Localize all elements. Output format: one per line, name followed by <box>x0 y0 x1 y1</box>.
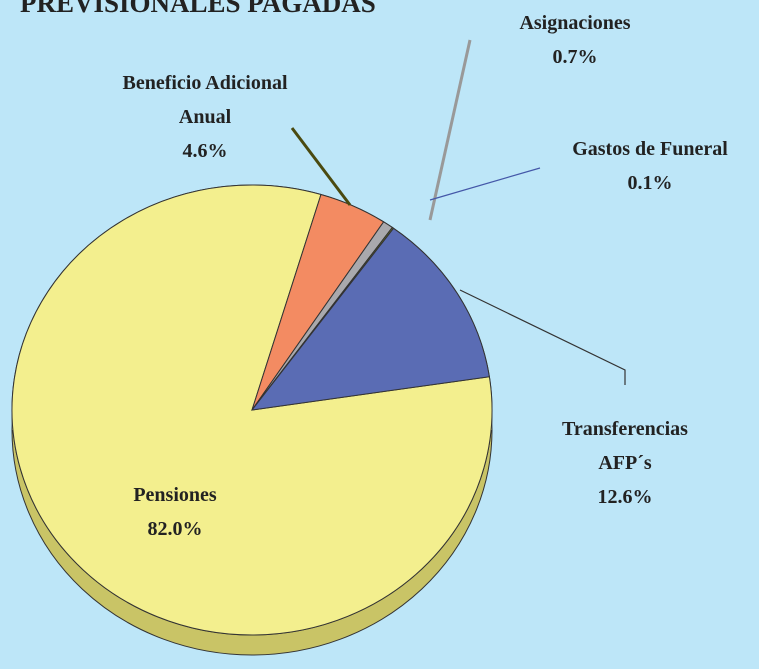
leader-line <box>459 289 626 385</box>
slice-label: Transferencias AFP´s 12.6% <box>562 412 759 514</box>
slice-value: 4.6% <box>182 140 228 162</box>
slice-name: Transferencias AFP´s <box>562 418 688 474</box>
chart-title: PREVISIONALES PAGADAS <box>20 0 376 18</box>
slice-value: 82.0% <box>147 518 203 540</box>
slice-name: Beneficio Adicional Anual <box>122 72 288 128</box>
leader-line <box>428 39 472 221</box>
slice-value: 0.1% <box>627 172 673 194</box>
slice-name: Gastos de Funeral <box>572 138 728 160</box>
leader-line <box>429 167 541 201</box>
slice-label: Beneficio Adicional Anual 4.6% <box>123 66 375 168</box>
pie-slice <box>250 227 490 411</box>
leader-line <box>290 127 352 206</box>
slice-label: Pensiones 82.0% <box>133 478 415 546</box>
slice-name: Asignaciones <box>519 12 631 34</box>
slice-label: Asignaciones 0.7% <box>519 6 759 74</box>
slice-name: Pensiones <box>133 484 217 506</box>
slice-value: 12.6% <box>597 486 653 508</box>
slice-value: 0.7% <box>552 46 598 68</box>
slice-label: Gastos de Funeral 0.1% <box>572 132 759 200</box>
